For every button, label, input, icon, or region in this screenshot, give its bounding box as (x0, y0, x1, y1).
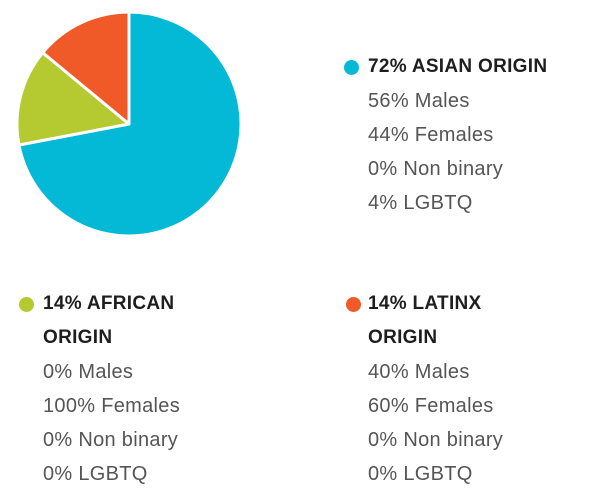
legend-title: 14% LATINX ORIGIN (346, 287, 528, 355)
legend-title: 14% AFRICAN ORIGIN (19, 287, 243, 355)
legend-label: LATINX ORIGIN (368, 293, 482, 348)
breakdown-item: 100% Females (43, 395, 180, 417)
breakdown-item: 0% Non binary (43, 429, 179, 451)
pie-slice (41, 10, 131, 126)
legend-dot (346, 297, 361, 312)
breakdown-item: 0% Non binary (368, 158, 504, 180)
breakdown-item: 4% LGBTQ (368, 192, 473, 214)
breakdown-item: 0% Males (43, 361, 134, 383)
legend-entry: 14% AFRICAN ORIGIN 0% Males 100% Females 0%… (19, 287, 243, 491)
value-label: 72% (368, 56, 407, 77)
breakdown-item: 0% LGBTQ (43, 463, 148, 485)
legend-entry: 72% ASIAN ORIGIN 56% Males 44% Females 0% N… (344, 50, 608, 220)
value-label: 14% (43, 293, 82, 314)
breakdown-item: 0% Non binary (368, 429, 504, 451)
breakdown-item: 56% Males (368, 90, 470, 112)
legend-label: ASIAN ORIGIN (411, 56, 548, 77)
value-label: 14% (368, 293, 407, 314)
pie-slice (15, 51, 131, 147)
pie-chart (15, 10, 243, 238)
breakdown-item: 60% Females (368, 395, 494, 417)
legend-label: AFRICAN ORIGIN (43, 293, 175, 348)
legend-entry: 14% LATINX ORIGIN 40% Males 60% Females 0% … (346, 287, 528, 491)
breakdown-item: 40% Males (368, 361, 470, 383)
legend-dot (19, 297, 34, 312)
legend-title: 72% ASIAN ORIGIN (344, 50, 608, 84)
legend-dot (344, 60, 359, 75)
breakdown-item: 44% Females (368, 124, 494, 146)
breakdown-item: 0% LGBTQ (368, 463, 473, 485)
